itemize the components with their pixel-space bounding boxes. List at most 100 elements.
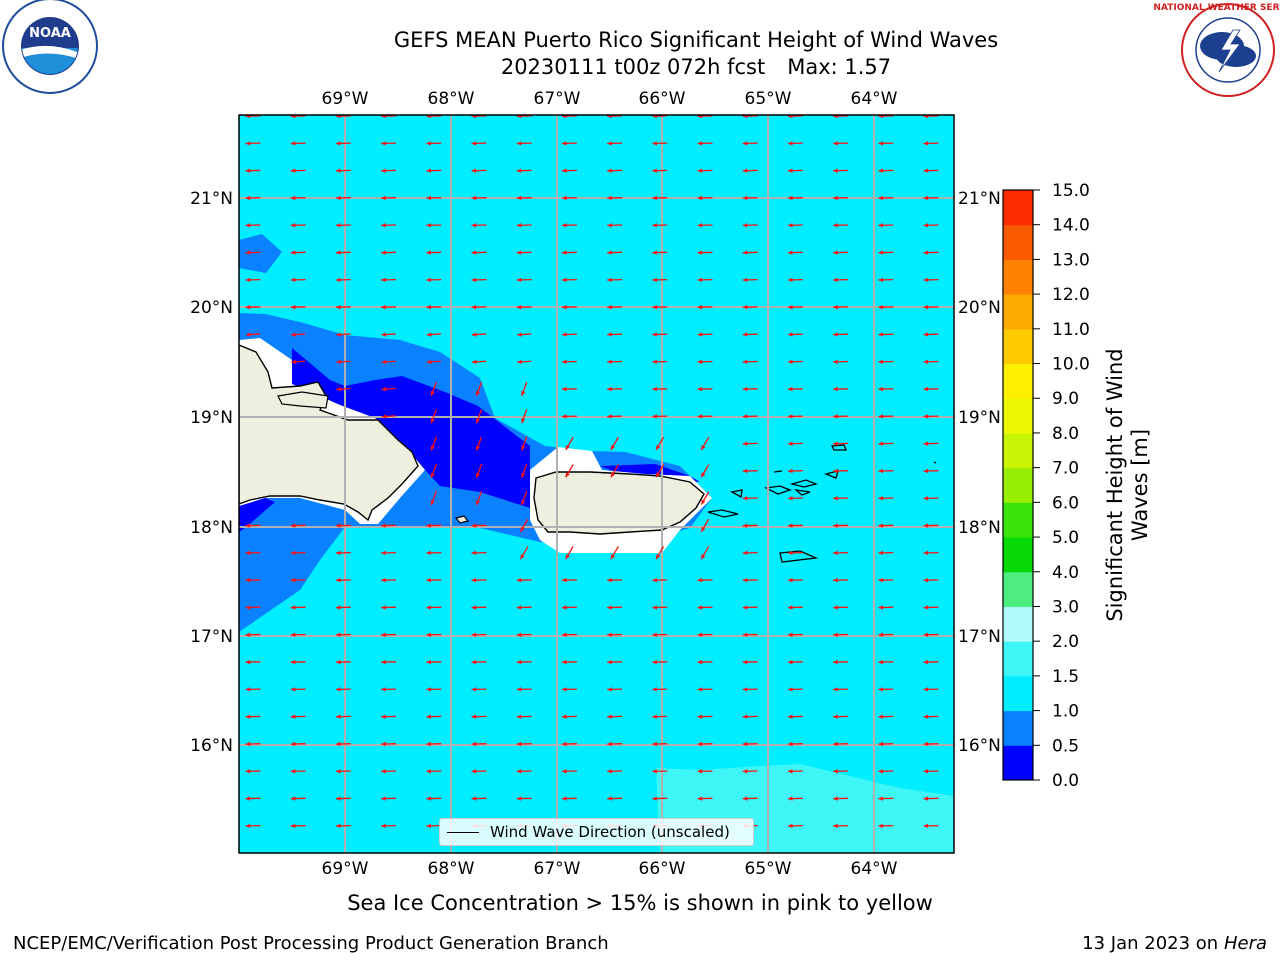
- wave-arrow-head: [787, 115, 793, 119]
- wave-arrow-head: [607, 714, 612, 719]
- wave-arrow-head: [652, 577, 657, 583]
- wave-arrow-head: [787, 659, 793, 665]
- nws-logo-text: NATIONAL WEATHER SERVICE: [1153, 3, 1280, 13]
- wave-arrow-head: [833, 277, 838, 283]
- wave-arrow-head: [516, 687, 522, 692]
- wave-arrow-head: [833, 496, 838, 501]
- footer-credit: NCEP/EMC/Verification Post Processing Pr…: [13, 933, 609, 954]
- wave-arrow-head: [923, 659, 929, 665]
- wave-arrow-head: [923, 550, 929, 556]
- wave-arrow-head: [652, 605, 657, 610]
- wave-arrow-head: [471, 141, 477, 146]
- wave-arrow-head: [426, 769, 431, 774]
- wave-arrow-head: [561, 741, 567, 747]
- wave-arrow-head: [381, 523, 386, 528]
- wave-arrow-head: [652, 714, 657, 719]
- wave-arrow-head: [833, 741, 838, 747]
- lat-label-right: 17°N: [958, 627, 1001, 647]
- wave-arrow-head: [426, 168, 431, 173]
- wave-arrow-head: [561, 115, 567, 119]
- wave-arrow-head: [381, 796, 386, 801]
- wave-arrow-head: [787, 277, 793, 283]
- wave-arrow-head: [381, 115, 386, 119]
- wave-arrow-head: [878, 714, 883, 719]
- wave-arrow-head: [245, 550, 251, 556]
- wave-arrow-head: [787, 168, 793, 173]
- wave-arrow-head: [787, 359, 793, 364]
- wave-arrow-head: [561, 632, 567, 637]
- wave-arrow-head: [878, 250, 883, 255]
- lat-label-left: 17°N: [190, 627, 233, 647]
- wave-arrow-head: [516, 168, 522, 173]
- wave-arrow-head: [697, 605, 703, 610]
- wave-arrow-head: [290, 741, 296, 747]
- wave-arrow-head: [561, 605, 567, 610]
- colorbar-tick-label: 8.0: [1052, 424, 1079, 444]
- wave-arrow-head: [697, 195, 703, 201]
- wave-arrow-head: [742, 414, 748, 419]
- wave-arrow-head: [878, 332, 883, 337]
- wave-arrow-head: [565, 472, 570, 478]
- wave-arrow-head: [561, 359, 567, 364]
- wave-arrow-head: [561, 141, 567, 146]
- wave-arrow-head: [426, 823, 431, 829]
- wave-arrow-head: [561, 577, 567, 583]
- wave-arrow-head: [697, 714, 703, 719]
- wave-arrow-head: [516, 796, 522, 801]
- wave-arrow-head: [652, 115, 657, 119]
- colorbar-tick-label: 5.0: [1052, 528, 1079, 548]
- wave-arrow-head: [787, 195, 793, 201]
- wave-arrow-head: [701, 499, 706, 505]
- colorbar-segment: [1003, 363, 1033, 399]
- footer-machine: Hera: [1223, 933, 1267, 954]
- colorbar-segment: [1003, 745, 1033, 781]
- wave-arrow-head: [742, 632, 748, 637]
- wave-arrow-head: [833, 141, 838, 146]
- wave-arrow-head: [471, 115, 477, 119]
- lat-label-right: 20°N: [958, 298, 1001, 318]
- wave-arrow-head: [697, 277, 703, 283]
- wave-arrow-head: [787, 304, 793, 310]
- wave-arrow-head: [426, 195, 431, 201]
- wave-arrow-head: [697, 659, 703, 665]
- wave-arrow-head: [471, 605, 477, 610]
- wave-arrow-head: [471, 195, 477, 201]
- wave-arrow-head: [652, 687, 657, 692]
- footer-date: 13 Jan 2023 on Hera: [1082, 933, 1267, 954]
- wave-arrow-head: [516, 769, 522, 774]
- wave-arrow-head: [290, 523, 296, 528]
- wave-arrow-head: [742, 577, 748, 583]
- wave-arrow-head: [923, 523, 929, 528]
- wave-arrow-head: [245, 332, 251, 337]
- wave-arrow-head: [517, 359, 522, 365]
- wave-arrow-head: [833, 769, 838, 774]
- colorbar: 15.0 14.0 13.0 12.0 11.0 10.0 9.0 8.0 7.0 6.0 5.0 4…: [1002, 181, 1090, 791]
- wave-arrow-head: [561, 250, 567, 255]
- wave-arrow-head: [290, 796, 296, 801]
- wave-arrow-head: [561, 332, 567, 337]
- wave-arrow-head: [697, 414, 703, 419]
- wave-arrow-head: [787, 741, 793, 747]
- wave-arrow-head: [878, 277, 883, 283]
- wave-arrow-head: [742, 496, 748, 501]
- wave-arrow-head: [833, 195, 838, 201]
- wave-arrow-head: [381, 141, 386, 146]
- wave-arrow-head: [652, 359, 657, 364]
- wave-arrow-head: [381, 304, 386, 310]
- wave-arrow-head: [607, 168, 612, 173]
- wave-arrow-head: [471, 359, 477, 365]
- wave-arrow-head: [426, 659, 431, 665]
- wave-arrow-head: [426, 250, 431, 255]
- lat-label-right: 18°N: [958, 518, 1001, 538]
- wave-arrow-head: [335, 115, 341, 119]
- wave-arrow-head: [521, 445, 526, 451]
- wave-arrow-head: [833, 414, 838, 419]
- wave-arrow-head: [561, 277, 567, 283]
- wave-arrow-head: [381, 195, 386, 201]
- wave-arrow-head: [652, 195, 657, 201]
- wave-arrow-head: [291, 359, 296, 365]
- wave-arrow-head: [521, 472, 526, 478]
- wave-arrow-head: [471, 714, 477, 719]
- colorbar-tick-label: 10.0: [1052, 355, 1090, 375]
- wave-arrow-head: [607, 386, 612, 392]
